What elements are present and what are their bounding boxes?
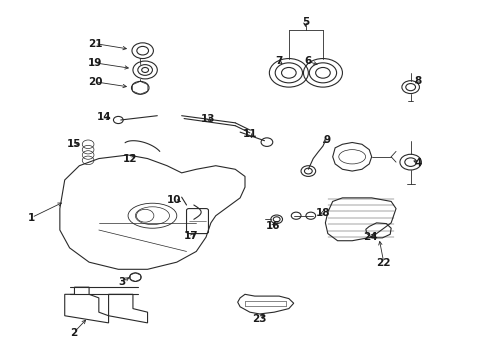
Text: 11: 11 xyxy=(243,129,257,139)
Text: 16: 16 xyxy=(266,221,280,231)
Text: 14: 14 xyxy=(97,112,111,122)
Text: 15: 15 xyxy=(67,139,82,149)
Text: 1: 1 xyxy=(28,212,35,222)
Text: 21: 21 xyxy=(88,39,102,49)
Text: 22: 22 xyxy=(377,258,391,268)
Text: 8: 8 xyxy=(415,76,421,86)
Text: 10: 10 xyxy=(167,195,182,205)
Text: 12: 12 xyxy=(123,154,137,164)
Text: 4: 4 xyxy=(414,158,422,168)
Text: 20: 20 xyxy=(88,77,102,87)
Text: 5: 5 xyxy=(302,17,309,27)
Text: 17: 17 xyxy=(184,231,199,242)
Text: 23: 23 xyxy=(252,314,267,324)
Text: 3: 3 xyxy=(119,277,126,287)
Text: 6: 6 xyxy=(305,57,312,66)
Text: 9: 9 xyxy=(323,135,330,145)
Text: 19: 19 xyxy=(88,58,102,68)
Text: 18: 18 xyxy=(316,208,330,218)
Text: 24: 24 xyxy=(364,232,378,242)
Text: 7: 7 xyxy=(275,57,283,66)
Text: 13: 13 xyxy=(201,113,216,123)
Text: 2: 2 xyxy=(70,328,77,338)
